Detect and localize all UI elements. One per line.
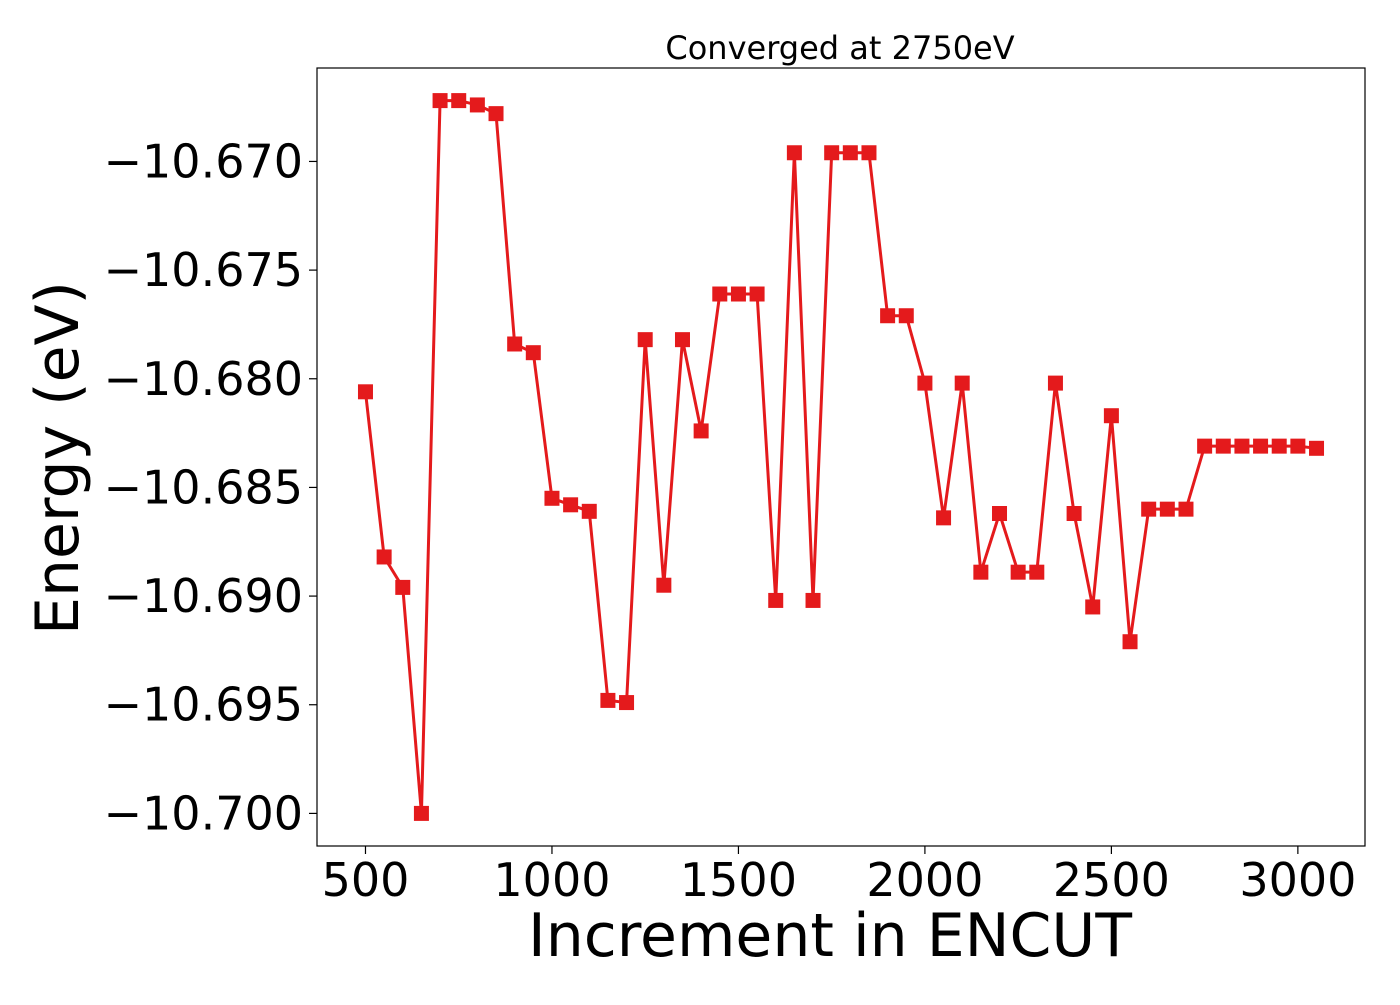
y-tick-label: −10.685: [104, 460, 304, 514]
data-point: [749, 286, 765, 302]
data-point: [1253, 438, 1269, 454]
data-point: [469, 97, 485, 113]
chart-title: Converged at 2750eV: [665, 29, 1014, 67]
series-line-0: [363, 99, 1317, 815]
data-point: [954, 375, 970, 391]
data-point: [712, 286, 728, 302]
x-axis-label: Increment in ENCUT: [528, 901, 1132, 971]
x-tick-label: 3000: [1239, 853, 1356, 907]
data-point: [544, 490, 560, 506]
data-point: [1085, 599, 1101, 615]
data-point: [898, 308, 914, 324]
y-tick-label: −10.675: [104, 243, 304, 297]
x-tick-label: 500: [322, 853, 410, 907]
y-tick-label: −10.670: [104, 134, 304, 188]
y-tick-label: −10.690: [104, 569, 304, 623]
axes-ticks: 500 1000 1500 2000 2500 3000 −10.670 −10.675 −10…: [104, 134, 1357, 907]
data-point: [1234, 438, 1250, 454]
y-tick-label: −10.680: [104, 352, 304, 406]
data-point: [674, 332, 690, 348]
y-axis-label: Energy (eV): [23, 281, 93, 635]
data-point: [563, 497, 579, 513]
x-tick-label: 1000: [493, 853, 610, 907]
x-tick-label: 1500: [680, 853, 797, 907]
data-point: [1029, 564, 1045, 580]
data-point: [413, 805, 429, 821]
data-point: [1290, 438, 1306, 454]
x-tick-label: 2000: [866, 853, 983, 907]
y-tick-label: −10.695: [104, 678, 304, 732]
data-point: [861, 145, 877, 161]
data-point: [1066, 506, 1082, 521]
data-point: [637, 332, 653, 348]
data-point: [880, 308, 896, 324]
data-point: [600, 692, 616, 708]
data-point: [525, 345, 541, 361]
data-point: [1309, 440, 1325, 456]
data-point: [376, 549, 392, 565]
data-point: [1178, 501, 1194, 517]
y-tick-label: −10.700: [104, 786, 304, 840]
plot-frame: [316, 67, 1366, 847]
data-point: [1271, 438, 1287, 454]
data-point: [805, 592, 821, 608]
data-point: [842, 145, 858, 161]
data-point: [973, 564, 989, 580]
data-point: [1141, 501, 1157, 517]
data-point: [1215, 438, 1231, 454]
data-point: [619, 695, 635, 711]
x-tick-label: 2500: [1053, 853, 1170, 907]
data-point: [507, 336, 523, 352]
data-point: [917, 375, 933, 391]
data-point: [1122, 634, 1138, 650]
data-point: [1047, 375, 1063, 391]
data-point: [730, 286, 746, 302]
data-point: [1159, 501, 1175, 517]
data-point: [768, 592, 784, 608]
data-point: [656, 577, 672, 593]
data-point: [581, 503, 597, 519]
data-point: [488, 106, 504, 122]
data-point: [451, 93, 467, 109]
data-point: [357, 384, 373, 400]
data-point: [395, 579, 411, 595]
data-point: [1103, 408, 1119, 424]
data-point: [693, 423, 709, 439]
data-point: [786, 145, 802, 161]
data-point: [992, 506, 1008, 521]
data-point: [936, 510, 952, 526]
plot-area: [357, 93, 1325, 821]
data-point: [1197, 438, 1213, 454]
data-point: [1010, 564, 1026, 580]
data-point: [824, 145, 840, 161]
data-point: [432, 93, 448, 109]
